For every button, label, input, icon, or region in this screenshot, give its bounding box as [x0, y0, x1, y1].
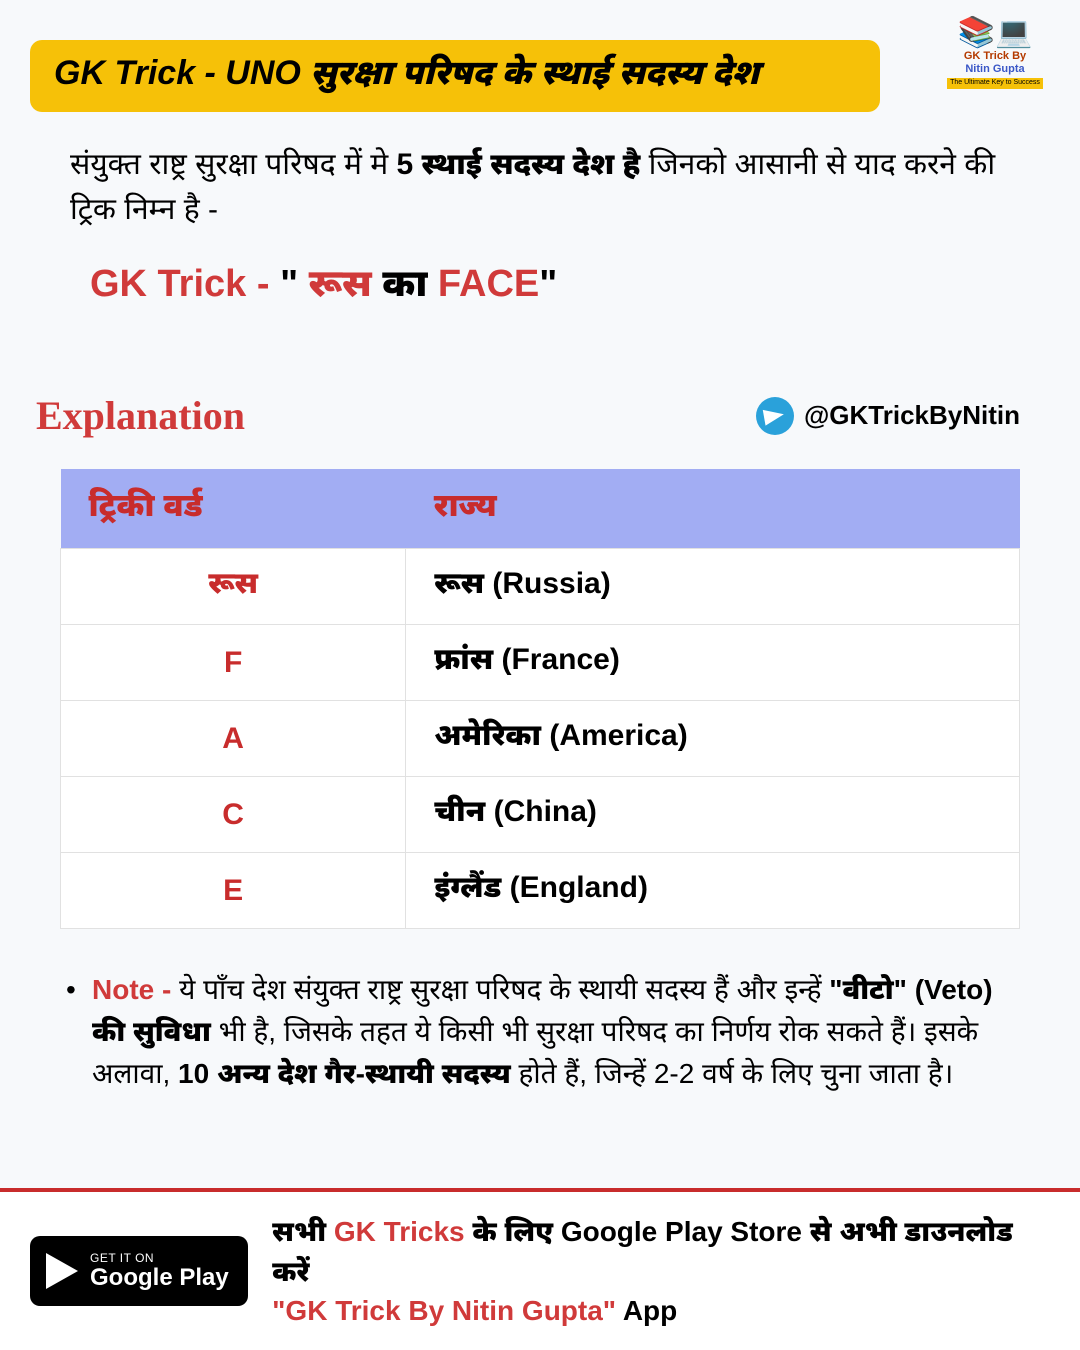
col-trick-word: ट्रिकी वर्ड [61, 469, 406, 549]
table-row: A अमेरिका (America) [61, 701, 1020, 777]
state-cell: अमेरिका (America) [406, 701, 1020, 777]
footer: GET IT ON Google Play सभी GK Tricks के ल… [0, 1188, 1080, 1350]
table-row: रूस रूस (Russia) [61, 549, 1020, 625]
telegram-link[interactable]: @GKTrickByNitin [756, 397, 1020, 435]
page-title: GK Trick - UNO सुरक्षा परिषद के स्थाई सद… [54, 54, 759, 92]
col-state: राज्य [406, 469, 1020, 549]
note-text: Note - ये पाँच देश संयुक्त राष्ट्र सुरक्… [60, 969, 1020, 1095]
state-cell: रूस (Russia) [406, 549, 1020, 625]
google-play-badge[interactable]: GET IT ON Google Play [30, 1236, 248, 1306]
play-icon [46, 1253, 78, 1289]
trick-cell: F [61, 625, 406, 701]
intro-text: संयुक्त राष्ट्र सुरक्षा परिषद में मे 5 स… [70, 142, 1010, 232]
trick-cell: C [61, 777, 406, 853]
telegram-handle-text: @GKTrickByNitin [804, 400, 1020, 431]
logo-line2: Nitin Gupta [940, 63, 1050, 76]
table-row: F फ्रांस (France) [61, 625, 1020, 701]
state-cell: चीन (China) [406, 777, 1020, 853]
table-row: E इंग्लैंड (England) [61, 853, 1020, 929]
trick-cell: E [61, 853, 406, 929]
gp-big-text: Google Play [90, 1265, 229, 1290]
explanation-heading: Explanation [36, 392, 245, 439]
trick-phrase: GK Trick - " रूस का FACE" [90, 262, 990, 312]
trick-table: ट्रिकी वर्ड राज्य रूस रूस (Russia) F फ्र… [60, 469, 1020, 929]
footer-text: सभी GK Tricks के लिए Google Play Store स… [272, 1212, 1050, 1330]
title-banner: GK Trick - UNO सुरक्षा परिषद के स्थाई सद… [30, 40, 880, 112]
state-cell: इंग्लैंड (England) [406, 853, 1020, 929]
telegram-icon [756, 397, 794, 435]
brand-logo: 📚💻 GK Trick By Nitin Gupta The Ultimate … [940, 18, 1050, 89]
logo-tagline: The Ultimate Key to Success [947, 78, 1043, 88]
logo-line1: GK Trick By [940, 50, 1050, 63]
table-row: C चीन (China) [61, 777, 1020, 853]
logo-graphic: 📚💻 [940, 18, 1050, 48]
state-cell: फ्रांस (France) [406, 625, 1020, 701]
trick-cell: रूस [61, 549, 406, 625]
trick-cell: A [61, 701, 406, 777]
